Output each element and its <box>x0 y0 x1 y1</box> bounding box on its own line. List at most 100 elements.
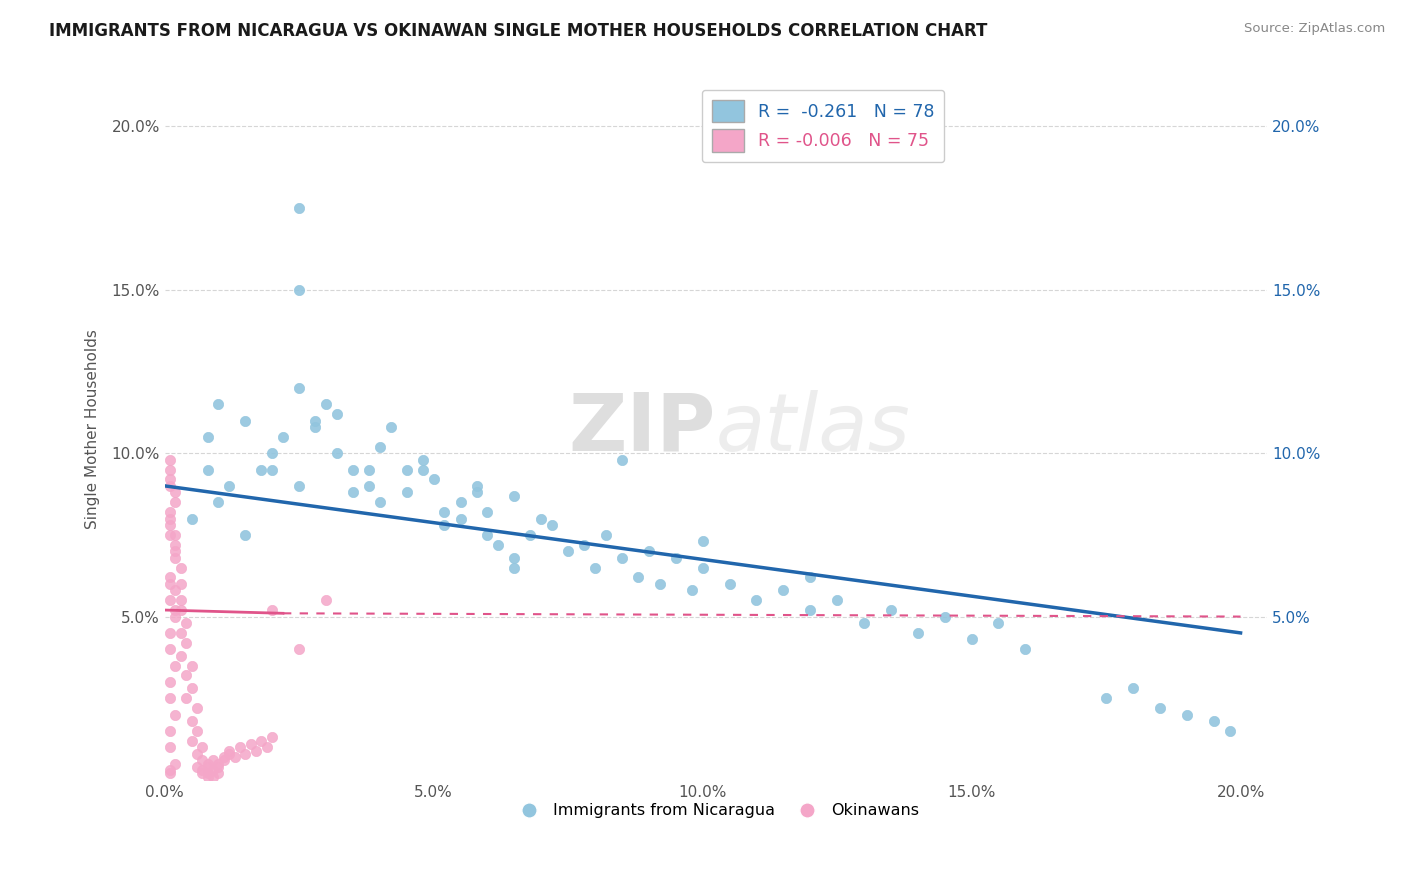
Text: Source: ZipAtlas.com: Source: ZipAtlas.com <box>1244 22 1385 36</box>
Point <box>692 534 714 549</box>
Point <box>907 626 929 640</box>
Point <box>799 603 821 617</box>
Point <box>233 528 256 542</box>
Point <box>207 760 229 774</box>
Point <box>165 756 187 771</box>
Legend: Immigrants from Nicaragua, Okinawans: Immigrants from Nicaragua, Okinawans <box>506 797 925 825</box>
Point <box>174 668 197 682</box>
Point <box>197 760 219 774</box>
Point <box>245 743 267 757</box>
Point <box>159 472 181 486</box>
Point <box>1095 691 1118 706</box>
Point <box>159 766 181 780</box>
Point <box>256 740 278 755</box>
Point <box>197 756 219 771</box>
Point <box>159 723 181 738</box>
Point <box>159 570 181 584</box>
Point <box>159 626 181 640</box>
Point <box>165 538 187 552</box>
Point <box>165 583 187 598</box>
Point <box>165 707 187 722</box>
Point <box>530 511 553 525</box>
Point <box>202 770 225 784</box>
Point <box>342 462 364 476</box>
Point <box>165 485 187 500</box>
Point <box>315 593 337 607</box>
Point <box>595 528 617 542</box>
Text: ZIP: ZIP <box>569 390 716 467</box>
Point <box>880 603 903 617</box>
Point <box>681 583 703 598</box>
Point <box>207 756 229 771</box>
Point <box>610 452 633 467</box>
Point <box>1149 701 1171 715</box>
Point <box>207 766 229 780</box>
Y-axis label: Single Mother Households: Single Mother Households <box>86 329 100 529</box>
Point <box>191 763 214 777</box>
Point <box>159 740 181 755</box>
Point <box>239 737 262 751</box>
Point <box>433 505 456 519</box>
Point <box>557 544 579 558</box>
Point <box>503 489 526 503</box>
Point <box>1014 642 1036 657</box>
Point <box>486 538 509 552</box>
Point <box>342 485 364 500</box>
Point <box>477 528 499 542</box>
Point <box>1175 707 1198 722</box>
Point <box>159 691 181 706</box>
Point <box>637 544 659 558</box>
Point <box>191 766 214 780</box>
Point <box>170 603 193 617</box>
Point <box>180 658 202 673</box>
Point <box>165 544 187 558</box>
Point <box>465 485 488 500</box>
Point <box>262 603 284 617</box>
Point <box>218 479 240 493</box>
Point <box>218 747 240 761</box>
Point <box>271 430 294 444</box>
Point <box>202 753 225 767</box>
Point <box>1219 723 1241 738</box>
Point <box>315 397 337 411</box>
Point <box>180 733 202 747</box>
Point <box>159 763 181 777</box>
Text: IMMIGRANTS FROM NICARAGUA VS OKINAWAN SINGLE MOTHER HOUSEHOLDS CORRELATION CHART: IMMIGRANTS FROM NICARAGUA VS OKINAWAN SI… <box>49 22 987 40</box>
Point <box>174 616 197 631</box>
Point <box>159 528 181 542</box>
Point <box>450 495 472 509</box>
Point <box>191 740 214 755</box>
Point <box>159 462 181 476</box>
Point <box>186 701 208 715</box>
Point <box>170 577 193 591</box>
Point <box>465 479 488 493</box>
Point <box>186 760 208 774</box>
Point <box>262 446 284 460</box>
Point <box>825 593 848 607</box>
Point <box>326 407 349 421</box>
Point <box>229 740 252 755</box>
Point <box>987 616 1010 631</box>
Point <box>288 642 311 657</box>
Point <box>665 550 688 565</box>
Point <box>745 593 768 607</box>
Point <box>197 770 219 784</box>
Point <box>357 462 380 476</box>
Point <box>368 440 391 454</box>
Point <box>159 642 181 657</box>
Point <box>159 577 181 591</box>
Point <box>395 485 418 500</box>
Point <box>186 747 208 761</box>
Point <box>799 570 821 584</box>
Point <box>186 723 208 738</box>
Point <box>197 462 219 476</box>
Point <box>159 505 181 519</box>
Point <box>180 511 202 525</box>
Point <box>218 743 240 757</box>
Point <box>159 511 181 525</box>
Point <box>422 472 444 486</box>
Point <box>288 479 311 493</box>
Point <box>202 763 225 777</box>
Point <box>574 538 596 552</box>
Point <box>180 681 202 696</box>
